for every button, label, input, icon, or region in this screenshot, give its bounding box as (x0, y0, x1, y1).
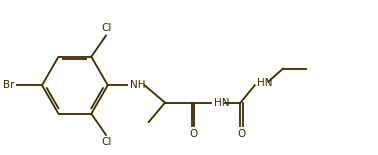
Text: O: O (237, 129, 246, 139)
Text: Cl: Cl (102, 137, 112, 147)
Text: Cl: Cl (102, 23, 112, 33)
Text: HN: HN (257, 78, 272, 88)
Text: O: O (189, 129, 197, 139)
Text: NH: NH (130, 80, 145, 90)
Text: Br: Br (3, 80, 15, 90)
Text: HN: HN (214, 98, 230, 108)
